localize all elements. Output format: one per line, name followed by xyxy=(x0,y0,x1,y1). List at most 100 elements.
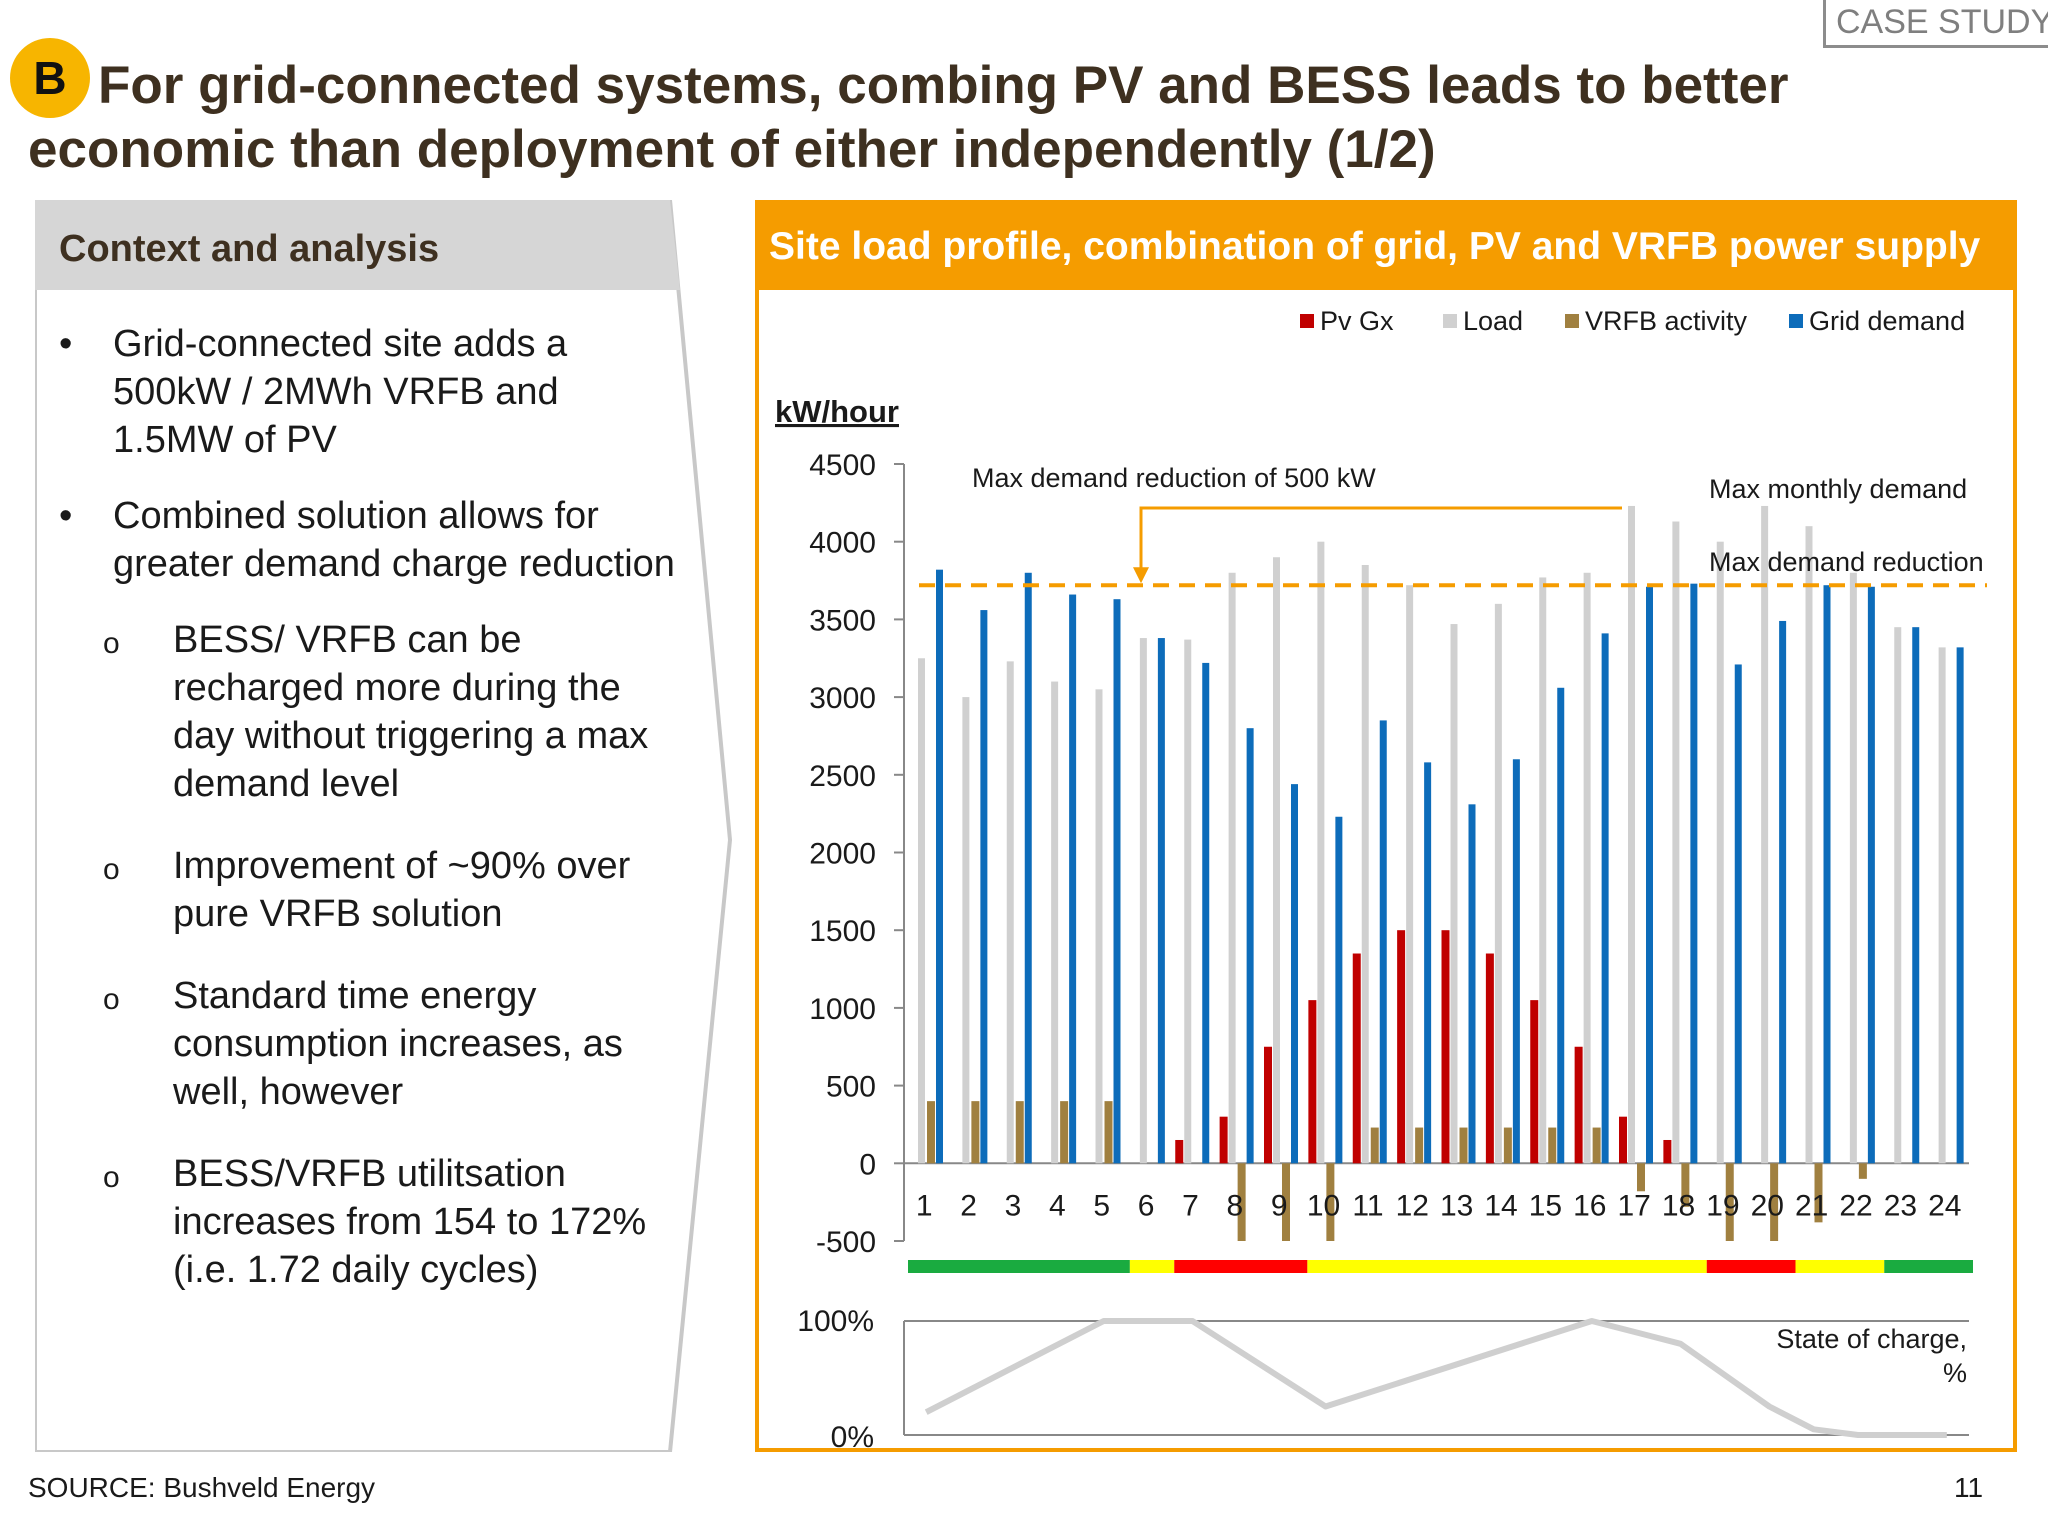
sub-bullet-item: o Improvement of ~90% over pure VRFB sol… xyxy=(49,842,689,938)
y-tick-label: -500 xyxy=(816,1226,876,1259)
bar-load xyxy=(1273,557,1280,1164)
bar-grid-demand xyxy=(1956,647,1964,1164)
bar-grid-demand xyxy=(980,610,988,1164)
bar-vrfb-activity xyxy=(1459,1127,1468,1164)
page-title: For grid-connected systems, combing PV a… xyxy=(28,56,1789,179)
bar-load xyxy=(1406,585,1414,1164)
x-tick-label: 20 xyxy=(1751,1189,1784,1222)
bar-load xyxy=(1849,572,1857,1164)
bar-vrfb-activity xyxy=(1858,1163,1867,1179)
x-tick-label: 16 xyxy=(1573,1189,1606,1222)
y-tick-label: 3500 xyxy=(809,604,876,637)
bar-vrfb-activity xyxy=(1415,1127,1424,1164)
bullet-text: Grid-connected site adds a 500kW / 2MWh … xyxy=(113,323,568,461)
bar-load xyxy=(1583,572,1591,1164)
bar-grid-demand xyxy=(1823,585,1831,1164)
bar-load xyxy=(1095,689,1103,1164)
bar-pv-gx xyxy=(1352,953,1361,1164)
y-tick-label: 2000 xyxy=(809,838,876,871)
bar-pv-gx xyxy=(1574,1046,1583,1164)
bar-load xyxy=(1184,639,1192,1164)
tariff-segment xyxy=(908,1260,1130,1273)
bullet-mark: • xyxy=(59,323,73,365)
sub-bullet-mark: o xyxy=(103,627,120,660)
section-badge: B xyxy=(10,38,90,118)
x-tick-label: 10 xyxy=(1307,1189,1340,1222)
soc-label-line1: State of charge, xyxy=(1776,1324,1967,1354)
bar-load xyxy=(1450,624,1458,1164)
x-tick-label: 8 xyxy=(1226,1189,1243,1222)
bar-load xyxy=(1139,638,1147,1164)
bar-vrfb-activity xyxy=(1060,1101,1069,1164)
case-study-label: CASE STUDY xyxy=(1823,0,2048,48)
bar-vrfb-activity xyxy=(927,1101,935,1164)
bar-load xyxy=(1628,505,1635,1164)
bar-grid-demand xyxy=(1335,816,1343,1164)
tariff-segment xyxy=(1307,1260,1707,1273)
x-tick-label: 1 xyxy=(916,1189,933,1222)
bar-vrfb-activity xyxy=(1681,1163,1690,1207)
bar-load xyxy=(918,658,925,1164)
bar-pv-gx xyxy=(1219,1116,1228,1164)
bar-grid-demand xyxy=(1601,633,1609,1164)
bar-grid-demand xyxy=(1246,728,1254,1164)
bar-load xyxy=(1006,661,1014,1164)
legend-label: Load xyxy=(1463,306,1523,336)
bar-pv-gx xyxy=(1485,953,1494,1164)
bar-load xyxy=(1672,521,1680,1164)
tariff-segment xyxy=(1174,1260,1308,1273)
y-tick-label: 3000 xyxy=(809,682,876,715)
bar-grid-demand xyxy=(1867,586,1875,1164)
y-tick-label: 1500 xyxy=(809,915,876,948)
bar-grid-demand xyxy=(1557,687,1565,1164)
chart-canvas: Pv Gx Load VRFB activity Grid demand kW/hour… xyxy=(775,306,1987,1448)
bar-grid-demand xyxy=(1202,662,1210,1164)
x-tick-label: 17 xyxy=(1618,1189,1651,1222)
bar-load xyxy=(1805,526,1813,1164)
sub-bullet-text: Improvement of ~90% over pure VRFB solut… xyxy=(173,845,631,935)
x-tick-label: 9 xyxy=(1271,1189,1288,1222)
x-tick-label: 13 xyxy=(1440,1189,1473,1222)
bar-pv-gx xyxy=(1175,1139,1184,1164)
bar-load xyxy=(1494,603,1502,1164)
bar-grid-demand xyxy=(1424,762,1432,1164)
sub-bullet-item: o BESS/ VRFB can be recharged more durin… xyxy=(49,616,689,808)
soc-tick-label: 100% xyxy=(797,1305,874,1338)
sub-bullet-text: BESS/VRFB utilitsation increases from 15… xyxy=(173,1153,647,1291)
bar-grid-demand xyxy=(1512,759,1520,1164)
bar-vrfb-activity xyxy=(971,1101,980,1164)
x-tick-label: 21 xyxy=(1795,1189,1828,1222)
annotation-max-monthly-demand: Max monthly demand xyxy=(1709,474,1967,504)
tariff-segment xyxy=(1129,1260,1175,1273)
bar-vrfb-activity xyxy=(1104,1101,1113,1164)
bar-grid-demand xyxy=(936,569,943,1164)
x-tick-label: 6 xyxy=(1138,1189,1155,1222)
bar-vrfb-activity xyxy=(1548,1127,1557,1164)
bar-vrfb-activity xyxy=(1814,1163,1823,1223)
bar-grid-demand xyxy=(1779,620,1787,1164)
bar-grid-demand xyxy=(1379,720,1387,1164)
x-tick-label: 19 xyxy=(1706,1189,1739,1222)
bar-load xyxy=(1938,647,1946,1164)
legend-swatch xyxy=(1300,314,1314,328)
x-tick-label: 14 xyxy=(1484,1189,1517,1222)
soc-line xyxy=(924,1318,1947,1438)
y-tick-label: 4000 xyxy=(809,527,876,560)
legend-swatch xyxy=(1443,314,1457,328)
y-tick-label: 0 xyxy=(859,1148,876,1181)
bar-grid-demand xyxy=(1069,594,1077,1164)
bar-vrfb-activity xyxy=(1370,1127,1379,1164)
sub-bullet-text: Standard time energy consumption increas… xyxy=(173,975,623,1113)
bar-grid-demand xyxy=(1291,784,1298,1164)
bar-pv-gx xyxy=(1441,930,1450,1164)
bar-grid-demand xyxy=(1912,627,1920,1164)
chart-title: Site load profile, combination of grid, … xyxy=(759,204,2013,290)
bar-load xyxy=(1894,627,1902,1164)
bar-vrfb-activity xyxy=(1237,1163,1246,1241)
x-tick-label: 22 xyxy=(1839,1189,1872,1222)
y-axis-label: kW/hour xyxy=(775,394,899,429)
y-tick-label: 1000 xyxy=(809,993,876,1026)
bullet-item: • Grid-connected site adds a 500kW / 2MW… xyxy=(49,320,689,464)
bar-pv-gx xyxy=(1264,1046,1272,1164)
bar-load xyxy=(1228,572,1236,1164)
